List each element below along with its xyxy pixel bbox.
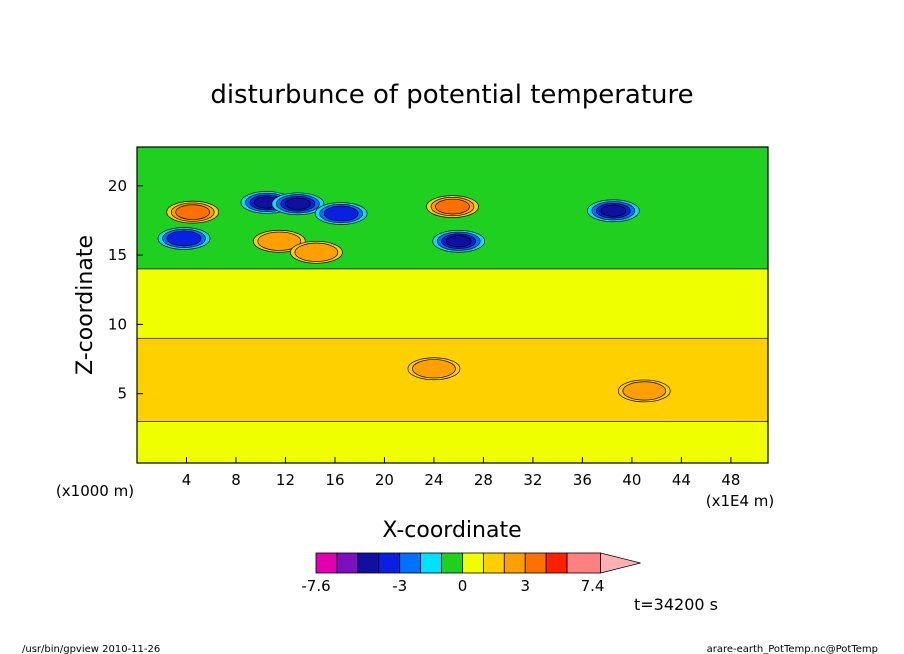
colorbar-swatch bbox=[336, 552, 359, 574]
colorbar-tick-label: -7.6 bbox=[301, 577, 330, 595]
plot-frame bbox=[136, 146, 769, 464]
colorbar-extension-arrow bbox=[600, 552, 641, 574]
anomaly-contour bbox=[175, 204, 211, 220]
x-tick-label: 48 bbox=[721, 471, 740, 489]
colorbar-tick-label: 7.4 bbox=[581, 577, 605, 595]
y-tick-label: 5 bbox=[117, 385, 127, 403]
y-tick-label: 10 bbox=[108, 315, 127, 333]
x-tick-label: 16 bbox=[325, 471, 344, 489]
colorbar-tick-label: 3 bbox=[520, 577, 530, 595]
colorbar-swatch bbox=[524, 552, 547, 574]
anomaly-contour bbox=[284, 197, 311, 210]
y-tick-label: 15 bbox=[108, 246, 127, 264]
x-tick-label: 36 bbox=[573, 471, 592, 489]
anomaly-contour bbox=[166, 230, 202, 247]
footer-left: /usr/bin/gpview 2010-11-26 bbox=[22, 644, 160, 654]
x-axis: 4 8 12 16 20 24 28 32 36 40 44 48 bbox=[182, 457, 740, 489]
colorbar-swatch bbox=[399, 552, 422, 574]
anomaly-contour bbox=[622, 381, 667, 401]
colorbar-tick-label: -3 bbox=[392, 577, 407, 595]
x-tick-label: 24 bbox=[424, 471, 443, 489]
anomaly-contour bbox=[294, 242, 339, 262]
colorbar-swatch bbox=[441, 552, 463, 574]
anomaly-contour bbox=[257, 231, 302, 251]
colorbar-swatch bbox=[420, 552, 442, 574]
y-axis-label: Z-coordinate bbox=[73, 235, 98, 375]
colorbar bbox=[315, 552, 641, 574]
anomaly-contour bbox=[323, 205, 359, 222]
colorbar-swatch bbox=[566, 552, 601, 574]
chart-title: disturbunce of potential temperature bbox=[210, 80, 693, 110]
anomaly-contour bbox=[435, 198, 470, 215]
anomaly-contour bbox=[600, 204, 627, 217]
anomaly-contour bbox=[412, 359, 456, 379]
band-mid-level bbox=[137, 268, 768, 339]
footer-right: arare-earth_PotTemp.nc@PotTemp bbox=[707, 644, 878, 654]
colorbar-labels: -7.6 -3 0 3 7.4 bbox=[301, 577, 604, 595]
colorbar-swatch bbox=[462, 552, 484, 574]
anomaly-contour bbox=[445, 235, 472, 248]
x-tick-label: 44 bbox=[672, 471, 691, 489]
colorbar-swatch bbox=[545, 552, 568, 574]
colorbar-swatch bbox=[482, 552, 505, 574]
colorbar-swatch bbox=[503, 552, 526, 574]
x-tick-label: 28 bbox=[474, 471, 493, 489]
x-axis-label: X-coordinate bbox=[382, 518, 521, 543]
y-axis: 5 10 15 20 bbox=[108, 177, 143, 403]
x-tick-label: 20 bbox=[375, 471, 394, 489]
colorbar-swatch bbox=[315, 552, 338, 574]
x-tick-label: 4 bbox=[182, 471, 192, 489]
x-unit-right: (x1E4 m) bbox=[706, 492, 775, 510]
time-annotation: t=34200 s bbox=[634, 595, 718, 614]
contour-field bbox=[137, 147, 768, 463]
x-tick-label: 12 bbox=[276, 471, 295, 489]
x-tick-label: 8 bbox=[231, 471, 241, 489]
colorbar-tick-label: 0 bbox=[458, 577, 468, 595]
band-lower-warm-layer bbox=[137, 337, 768, 422]
x-tick-label: 32 bbox=[523, 471, 542, 489]
colorbar-swatch bbox=[357, 552, 380, 574]
x-unit-left: (x1000 m) bbox=[56, 482, 134, 500]
y-tick-label: 20 bbox=[108, 177, 127, 195]
band-surface-layer bbox=[137, 421, 768, 463]
x-tick-label: 40 bbox=[622, 471, 641, 489]
colorbar-swatch bbox=[378, 552, 401, 574]
